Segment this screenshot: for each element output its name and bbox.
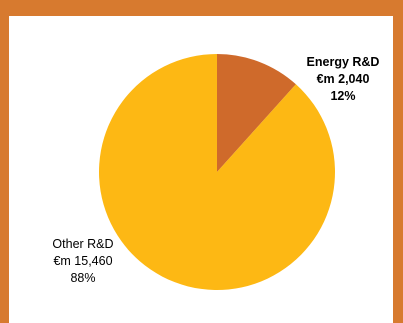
label-energy-rd: Energy R&D €m 2,040 12% [307,55,380,103]
other-label-name: Other R&D [52,237,113,251]
energy-label-value: €m 2,040 [317,72,370,86]
other-label-percent: 88% [70,271,95,285]
pie-slice-energy-r-d [217,54,296,172]
pie-slices [99,53,335,291]
pie-slice-other-r-d [99,53,335,291]
other-label-value: €m 15,460 [53,254,112,268]
energy-label-name: Energy R&D [307,55,380,69]
label-other-rd: Other R&D €m 15,460 88% [52,237,113,285]
energy-label-percent: 12% [330,89,355,103]
